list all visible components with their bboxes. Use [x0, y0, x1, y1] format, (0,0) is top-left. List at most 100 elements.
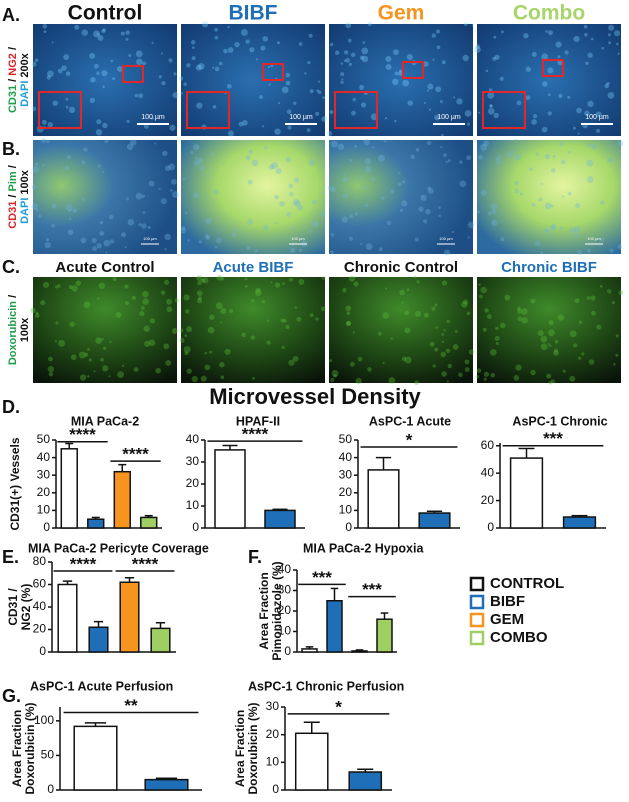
texture — [320, 306, 326, 312]
texture — [141, 306, 145, 310]
texture — [35, 311, 39, 315]
texture — [93, 370, 96, 373]
legend-swatch — [469, 594, 485, 610]
texture — [466, 122, 470, 126]
significance-label: *** — [543, 429, 563, 448]
texture — [241, 332, 246, 338]
texture — [83, 147, 88, 152]
texture — [617, 140, 624, 147]
texture — [464, 22, 468, 26]
texture — [69, 321, 75, 327]
texture — [162, 150, 168, 157]
texture — [426, 140, 432, 146]
texture — [68, 285, 73, 290]
texture — [441, 280, 448, 286]
texture — [341, 78, 344, 81]
texture — [330, 232, 335, 237]
texture — [108, 375, 111, 378]
texture — [191, 40, 196, 45]
texture — [264, 146, 268, 150]
micrograph — [477, 140, 621, 254]
texture — [530, 298, 536, 304]
texture — [434, 303, 438, 307]
y-tick-label: 80 — [33, 554, 47, 568]
micrograph — [329, 140, 473, 254]
texture — [47, 365, 54, 373]
texture — [97, 35, 104, 41]
texture — [83, 301, 91, 309]
texture — [512, 150, 515, 153]
scale-bar-label: 100 µm — [143, 236, 157, 241]
texture — [160, 52, 164, 55]
texture — [384, 287, 388, 290]
y-tick-label: 40 — [37, 450, 51, 464]
texture — [548, 329, 555, 337]
texture — [115, 312, 122, 318]
texture — [192, 192, 200, 199]
texture — [34, 58, 39, 63]
texture — [587, 52, 593, 58]
texture — [178, 76, 184, 81]
y-tick-label: 10 — [339, 503, 353, 517]
texture — [525, 95, 531, 101]
texture — [68, 106, 76, 114]
texture — [315, 317, 319, 321]
significance-label: **** — [122, 445, 149, 464]
texture — [120, 31, 125, 36]
bar — [264, 509, 296, 529]
texture — [544, 228, 549, 233]
texture — [251, 298, 255, 303]
texture — [557, 55, 561, 59]
texture — [31, 185, 37, 190]
texture — [44, 241, 51, 249]
texture — [601, 46, 605, 50]
texture — [352, 97, 356, 102]
texture — [252, 377, 255, 380]
texture — [191, 375, 198, 383]
texture — [615, 353, 619, 357]
texture — [63, 54, 70, 61]
micrograph — [329, 277, 473, 383]
texture — [347, 38, 352, 43]
texture — [616, 42, 619, 46]
texture — [342, 287, 347, 293]
scale-bar-label: 100 µm — [437, 114, 461, 121]
texture — [311, 220, 319, 228]
texture — [112, 277, 117, 282]
texture — [209, 314, 215, 320]
texture — [35, 208, 39, 211]
texture — [584, 110, 590, 116]
texture — [197, 281, 202, 286]
micrograph — [33, 277, 177, 383]
texture — [604, 83, 610, 89]
texture — [398, 69, 403, 73]
texture — [142, 298, 149, 305]
texture — [362, 185, 367, 190]
texture — [95, 129, 103, 136]
texture — [487, 107, 495, 115]
texture — [401, 200, 408, 207]
texture — [364, 158, 372, 165]
texture — [574, 298, 580, 304]
texture — [478, 283, 481, 286]
texture — [349, 158, 352, 162]
texture — [254, 249, 259, 253]
texture — [348, 275, 355, 282]
texture — [436, 29, 441, 34]
texture — [81, 160, 86, 165]
texture — [65, 71, 71, 76]
texture — [584, 32, 588, 37]
texture — [485, 69, 489, 73]
texture — [514, 188, 519, 194]
texture — [360, 102, 367, 108]
texture — [364, 166, 372, 173]
stain-part: / — [7, 76, 19, 85]
texture — [250, 335, 256, 340]
texture — [606, 81, 610, 86]
texture — [491, 209, 497, 215]
texture — [490, 203, 498, 211]
y-tick-label: 0 — [345, 520, 352, 534]
texture — [420, 194, 427, 202]
texture — [495, 157, 499, 160]
texture — [406, 54, 413, 61]
